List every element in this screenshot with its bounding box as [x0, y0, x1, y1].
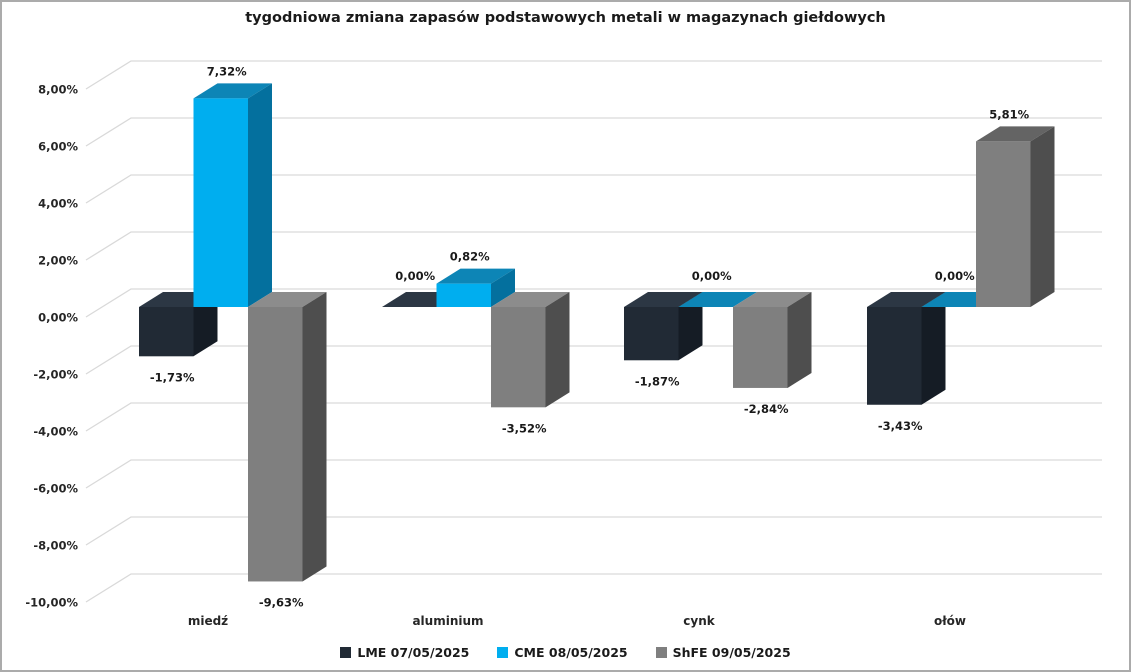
bar-front: [867, 307, 922, 405]
gridline: [85, 60, 1102, 90]
y-tick-label: 6,00%: [38, 140, 78, 154]
bar-top: [624, 292, 703, 307]
value-label: 0,00%: [935, 269, 975, 283]
bar-side: [678, 292, 703, 361]
legend-item: ShFE 09/05/2025: [655, 645, 791, 660]
y-tick-label: -10,00%: [25, 596, 78, 610]
legend-item: LME 07/05/2025: [340, 645, 469, 660]
bar-side: [193, 292, 218, 357]
value-label: -9,63%: [259, 595, 304, 609]
legend-color-swatch: [340, 647, 352, 658]
bar-top: [436, 268, 515, 284]
bar-side: [1030, 126, 1055, 307]
bar-front: [733, 307, 788, 388]
gridline: [85, 573, 1102, 603]
category-label: ołów: [934, 614, 966, 628]
y-tick-label: -4,00%: [33, 425, 78, 439]
y-tick-label: 4,00%: [38, 197, 78, 211]
value-label: -1,87%: [635, 374, 680, 388]
gridline: [85, 345, 1102, 375]
value-label: -3,52%: [502, 421, 547, 435]
bar-top: [193, 83, 272, 99]
category-label: cynk: [683, 614, 715, 628]
value-label: 0,00%: [692, 269, 732, 283]
bar-top-zero: [678, 292, 757, 307]
bar-front: [491, 307, 546, 408]
gridline: [85, 231, 1102, 261]
bar-front: [139, 307, 194, 357]
bar-front: [248, 307, 303, 582]
legend-series-label: ShFE 09/05/2025: [672, 645, 791, 660]
chart-legend: LME 07/05/2025 CME 08/05/2025 ShFE 09/05/2…: [2, 645, 1129, 660]
value-label: -3,43%: [878, 419, 923, 433]
legend-series-label: LME 07/05/2025: [357, 645, 470, 660]
bar-front: [436, 283, 491, 307]
bar-front: [976, 141, 1031, 307]
y-tick-label: 0,00%: [38, 311, 78, 325]
bar-side: [921, 292, 946, 405]
bar-side: [248, 83, 272, 307]
bar-front: [624, 307, 679, 361]
category-label: aluminium: [412, 614, 483, 628]
bar-side: [491, 268, 515, 307]
gridline: [85, 459, 1102, 489]
legend-item: CME 08/05/2025: [497, 645, 628, 660]
legend-series-label: CME 08/05/2025: [514, 645, 628, 660]
gridline: [85, 174, 1102, 204]
bar-top: [733, 292, 812, 307]
y-tick-label: 2,00%: [38, 254, 78, 268]
bar-front: [193, 98, 248, 307]
legend-color-swatch: [655, 647, 667, 658]
bar-top: [976, 126, 1055, 142]
value-label: 0,82%: [450, 250, 490, 264]
bar-side: [787, 292, 812, 388]
bar-side: [302, 292, 327, 582]
gridline: [85, 516, 1102, 546]
value-label: 0,00%: [395, 269, 435, 283]
bar-top: [867, 292, 946, 307]
value-label: 5,81%: [989, 107, 1029, 121]
bar-top: [491, 292, 570, 307]
value-label: 7,32%: [207, 64, 247, 78]
gridline: [85, 117, 1102, 147]
value-label: -1,73%: [150, 370, 195, 384]
bar-top: [248, 292, 327, 307]
bar-side: [545, 292, 570, 408]
chart-title: tygodniowa zmiana zapasów podstawowych m…: [245, 10, 886, 26]
y-tick-label: -2,00%: [33, 368, 78, 382]
gridline: [85, 288, 1102, 318]
legend-color-swatch: [497, 647, 509, 658]
y-tick-label: -8,00%: [33, 539, 78, 553]
category-label: miedź: [188, 614, 228, 628]
y-tick-label: -6,00%: [33, 482, 78, 496]
value-label: -2,84%: [744, 402, 789, 416]
gridline: [85, 402, 1102, 432]
y-tick-label: 8,00%: [38, 83, 78, 97]
